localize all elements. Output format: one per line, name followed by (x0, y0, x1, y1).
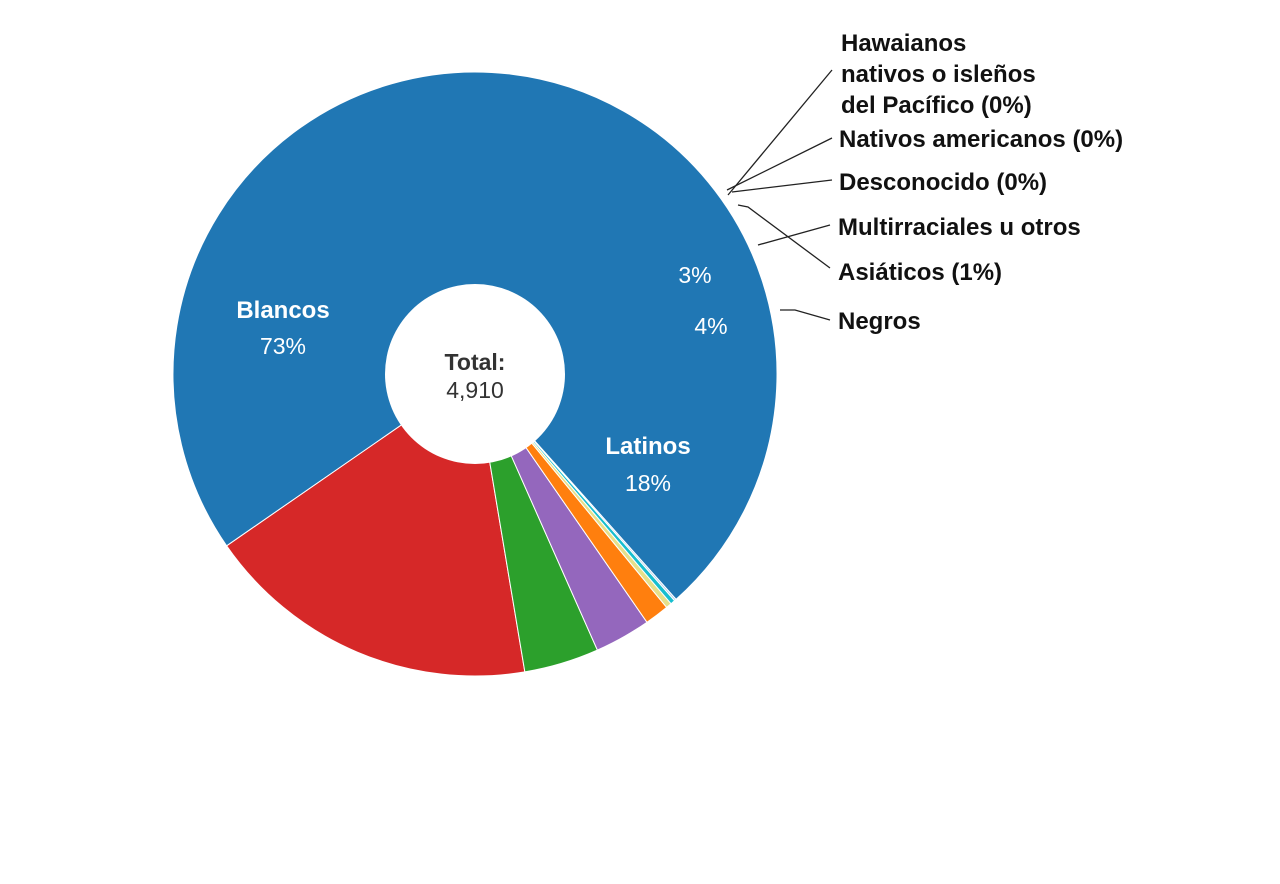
label-hawaianos-line-1: Hawaianos (841, 30, 966, 57)
center-total-title: Total: (445, 349, 506, 375)
leader-line-multirraciales (757, 224, 831, 246)
label-multirraciales: Multirraciales u otros (838, 214, 1081, 241)
label-desconocido: Desconocido (0%) (839, 169, 1047, 196)
center-total-value: 4,910 (446, 377, 504, 403)
label-hawaianos-line-3: del Pacífico (0%) (841, 92, 1032, 119)
donut-hole (385, 284, 565, 464)
leader-line-negros (780, 309, 831, 321)
slice-percent-negros: 4% (694, 313, 727, 339)
slice-percent-latinos: 18% (625, 470, 671, 496)
slice-percent-multirraciales: 3% (678, 262, 711, 288)
leader-line-nativos-americanos (726, 137, 833, 191)
slice-label-latinos: Latinos (605, 433, 690, 460)
leader-line-asiaticos (737, 204, 831, 269)
label-hawaianos-line-2: nativos o isleños (841, 61, 1036, 88)
label-nativos-americanos: Nativos americanos (0%) (839, 126, 1123, 153)
label-negros: Negros (838, 308, 921, 335)
label-asiaticos: Asiáticos (1%) (838, 259, 1002, 286)
leader-line-hawaianos (727, 69, 833, 196)
leader-line-desconocido (731, 179, 833, 193)
slice-percent-blancos: 73% (260, 333, 306, 359)
slice-label-blancos: Blancos (236, 297, 329, 324)
